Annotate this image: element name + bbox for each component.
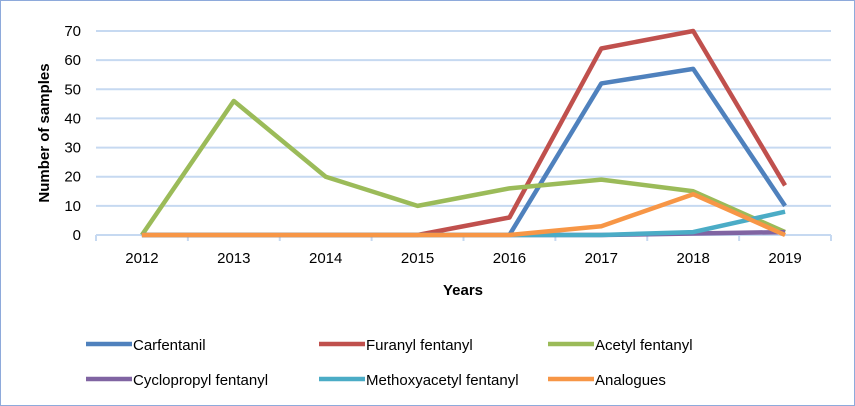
y-tick-label: 20 <box>64 169 81 186</box>
legend-label: Cyclopropyl fentanyl <box>133 372 268 389</box>
x-axis-title: Years <box>443 282 483 299</box>
x-tick-label: 2012 <box>125 250 158 267</box>
y-tick-label: 0 <box>73 227 81 244</box>
x-tick-label: 2014 <box>309 250 342 267</box>
y-tick-label: 40 <box>64 110 81 127</box>
legend-label: Acetyl fentanyl <box>595 337 693 354</box>
series-line-methoxyacetyl-fentanyl <box>141 209 786 238</box>
x-tick-label: 2015 <box>401 250 434 267</box>
x-tick-label: 2019 <box>768 250 801 267</box>
legend-label: Analogues <box>595 372 666 389</box>
series-line-furanyl-fentanyl <box>141 28 787 238</box>
series-line-acetyl-fentanyl <box>140 98 786 237</box>
y-tick-label: 50 <box>64 81 81 98</box>
y-tick-label: 30 <box>64 140 81 157</box>
x-tick-label: 2013 <box>217 250 250 267</box>
legend-label: Furanyl fentanyl <box>366 337 473 354</box>
x-tick-label: 2017 <box>585 250 618 267</box>
y-axis-title: Number of samples <box>36 63 53 202</box>
series-line-carfentanil <box>507 66 787 237</box>
x-tick-label: 2016 <box>493 250 526 267</box>
y-tick-label: 60 <box>64 52 81 69</box>
legend-label: Carfentanil <box>133 337 206 354</box>
series-line-analogues <box>141 191 786 238</box>
x-tick-label: 2018 <box>677 250 710 267</box>
legend-label: Methoxyacetyl fentanyl <box>366 372 519 389</box>
y-tick-label: 70 <box>64 23 81 40</box>
y-tick-label: 10 <box>64 198 81 215</box>
